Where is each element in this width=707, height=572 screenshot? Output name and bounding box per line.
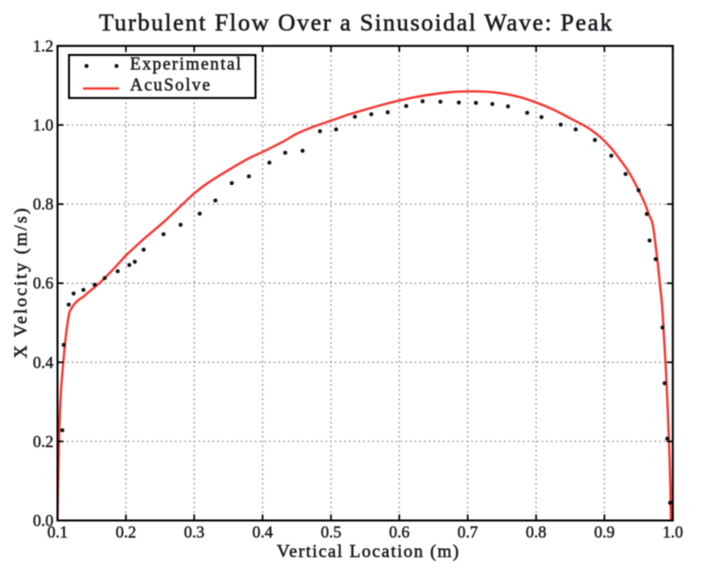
svg-text:0.5: 0.5 (321, 523, 342, 542)
svg-text:0.1: 0.1 (47, 523, 68, 542)
svg-text:0.8: 0.8 (33, 195, 54, 214)
svg-text:1.2: 1.2 (33, 36, 54, 55)
svg-text:0.7: 0.7 (457, 523, 478, 542)
svg-text:0.4: 0.4 (33, 353, 54, 372)
svg-text:Vertical Location (m): Vertical Location (m) (277, 541, 459, 562)
svg-text:1.0: 1.0 (662, 523, 683, 542)
svg-text:Turbulent Flow Over a Sinusoid: Turbulent Flow Over a Sinusoidal Wave: P… (99, 10, 612, 36)
svg-text:0.6: 0.6 (389, 523, 410, 542)
svg-text:0.8: 0.8 (526, 523, 547, 542)
svg-text:X Velocity (m/s): X Velocity (m/s) (11, 208, 32, 358)
svg-text:0.2: 0.2 (33, 432, 54, 451)
svg-text:0.6: 0.6 (33, 274, 54, 293)
svg-text:0.2: 0.2 (116, 523, 137, 542)
svg-text:0.9: 0.9 (594, 523, 615, 542)
svg-text:Experimental: Experimental (130, 54, 241, 74)
svg-text:0.0: 0.0 (33, 511, 54, 530)
svg-text:AcuSolve: AcuSolve (130, 75, 210, 95)
svg-text:0.4: 0.4 (252, 523, 273, 542)
svg-text:0.3: 0.3 (184, 523, 205, 542)
svg-text:1.0: 1.0 (33, 116, 54, 135)
